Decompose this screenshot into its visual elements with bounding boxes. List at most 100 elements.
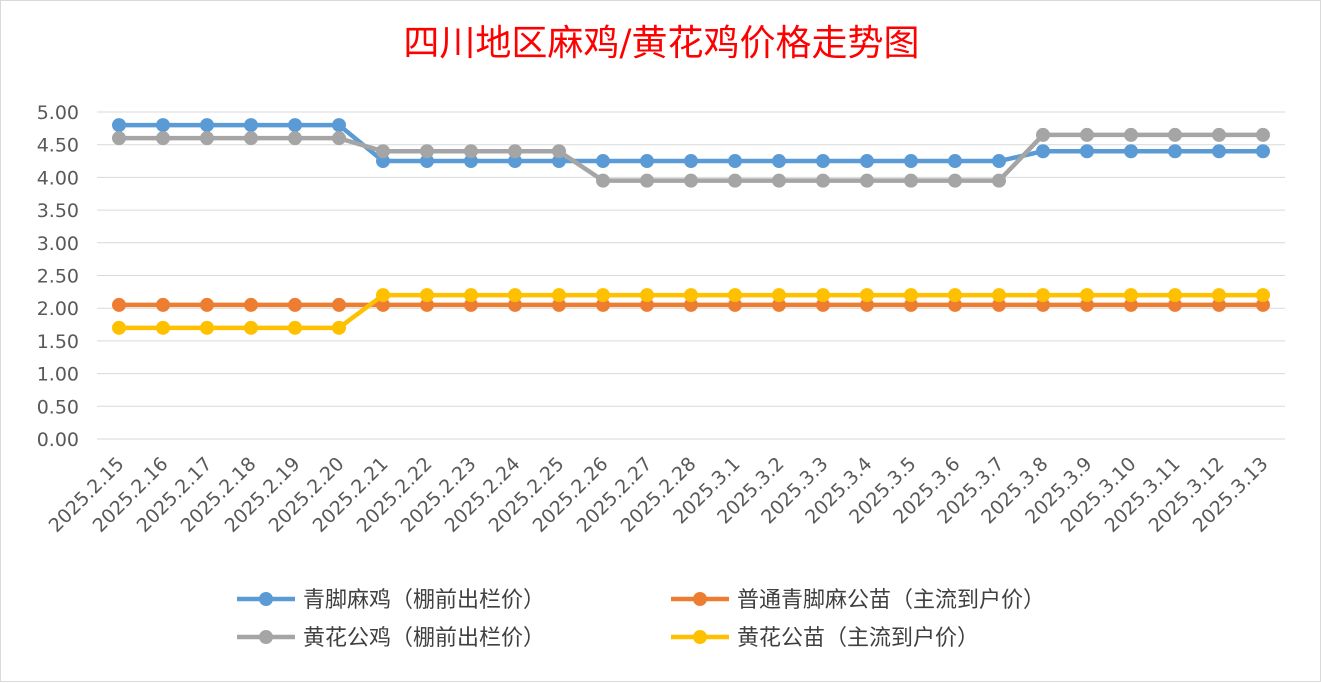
data-point [992, 154, 1006, 169]
data-point [640, 297, 654, 312]
data-point [904, 288, 918, 303]
legend-item: 普通青脚麻公苗（主流到户价） [671, 588, 1045, 613]
data-point [112, 118, 126, 133]
data-point [728, 173, 742, 188]
data-point [728, 288, 742, 303]
data-point [376, 297, 390, 312]
data-point [1124, 288, 1138, 303]
data-point [1256, 297, 1270, 312]
y-tick-label: 4.50 [37, 135, 79, 157]
data-point [596, 297, 610, 312]
data-point [464, 144, 478, 159]
data-point [1168, 127, 1182, 142]
data-point [552, 144, 566, 159]
data-point [200, 297, 214, 312]
data-point [1212, 288, 1226, 303]
data-point [860, 288, 874, 303]
data-point [904, 173, 918, 188]
data-point [420, 297, 434, 312]
data-point [112, 320, 126, 335]
y-tick-label: 5.00 [37, 102, 79, 124]
data-point [1212, 297, 1226, 312]
legend-swatch-marker [259, 630, 273, 644]
legend: 青脚麻鸡（棚前出栏价） 普通青脚麻公苗（主流到户价） 黄花公鸡（棚前出栏价） 黄花公苗… [237, 588, 1045, 651]
data-point [816, 297, 830, 312]
data-point [112, 297, 126, 312]
data-point [332, 131, 346, 146]
data-point [332, 320, 346, 335]
data-point [1036, 144, 1050, 159]
data-point [332, 297, 346, 312]
data-point [508, 144, 522, 159]
data-point [860, 154, 874, 169]
legend-label: 青脚麻鸡（棚前出栏价） [303, 588, 545, 613]
data-point [772, 297, 786, 312]
y-tick-label: 2.50 [37, 266, 79, 288]
y-tick-label: 2.00 [37, 298, 79, 320]
data-point [904, 154, 918, 169]
data-point [464, 154, 478, 169]
data-point [684, 173, 698, 188]
y-tick-label: 1.50 [37, 331, 79, 353]
data-point [112, 131, 126, 146]
data-point [728, 297, 742, 312]
data-point [552, 297, 566, 312]
data-point [1168, 144, 1182, 159]
series-3 [112, 288, 1270, 335]
data-point [948, 297, 962, 312]
legend-swatch-marker [693, 630, 707, 644]
legend-label: 黄花公鸡（棚前出栏价） [303, 626, 545, 651]
y-tick-label: 1.00 [37, 364, 79, 386]
legend-item: 黄花公鸡（棚前出栏价） [237, 626, 545, 651]
data-point [288, 131, 302, 146]
data-point [376, 288, 390, 303]
data-point [1036, 127, 1050, 142]
data-point [156, 320, 170, 335]
data-point [948, 154, 962, 169]
data-point [332, 118, 346, 133]
data-point [1080, 297, 1094, 312]
y-axis-ticks: 0.00 0.50 1.00 1.50 2.00 2.50 3.00 3.50 4.00 4.50… [37, 102, 79, 451]
data-point [640, 288, 654, 303]
legend-label: 普通青脚麻公苗（主流到户价） [737, 588, 1045, 613]
data-point [1124, 127, 1138, 142]
y-tick-label: 0.50 [37, 396, 79, 418]
data-point [200, 131, 214, 146]
data-point [156, 118, 170, 133]
data-point [640, 173, 654, 188]
data-point [420, 154, 434, 169]
data-point [244, 297, 258, 312]
data-point [992, 173, 1006, 188]
data-point [772, 154, 786, 169]
series-1 [112, 297, 1270, 312]
data-point [508, 288, 522, 303]
data-point [772, 173, 786, 188]
data-point [1080, 288, 1094, 303]
data-point [684, 288, 698, 303]
data-point [420, 144, 434, 159]
y-tick-label: 0.00 [37, 429, 79, 451]
data-point [288, 320, 302, 335]
data-point [1080, 144, 1094, 159]
data-point [1036, 288, 1050, 303]
data-point [772, 288, 786, 303]
data-point [816, 288, 830, 303]
data-point [1168, 297, 1182, 312]
data-point [640, 154, 654, 169]
x-axis-ticks: 2025.2.152025.2.162025.2.172025.2.182025… [45, 453, 1273, 537]
data-point [200, 320, 214, 335]
data-point [1256, 288, 1270, 303]
data-point [596, 288, 610, 303]
legend-item: 黄花公苗（主流到户价） [671, 626, 979, 651]
data-point [860, 297, 874, 312]
data-point [156, 297, 170, 312]
data-point [156, 131, 170, 146]
legend-swatch-marker [693, 592, 707, 606]
data-point [552, 288, 566, 303]
data-point [552, 154, 566, 169]
data-point [1124, 144, 1138, 159]
data-point [948, 288, 962, 303]
data-point [1124, 297, 1138, 312]
data-point [420, 288, 434, 303]
